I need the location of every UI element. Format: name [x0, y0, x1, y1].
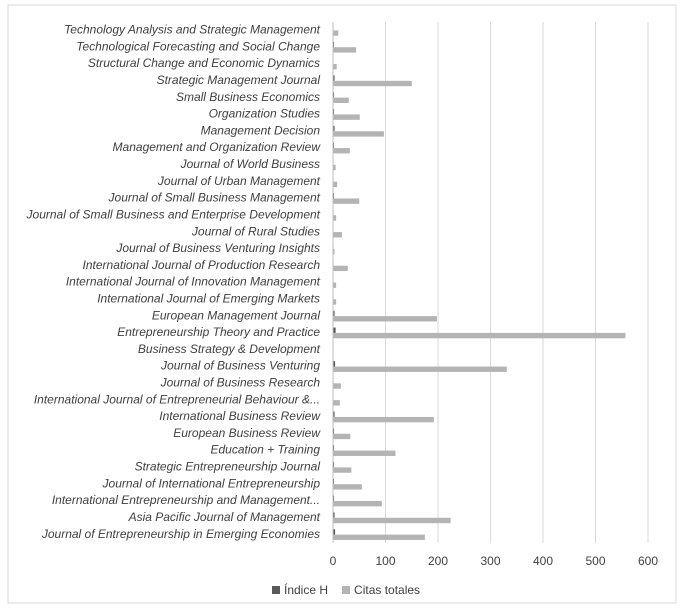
bar — [333, 478, 335, 485]
bar — [333, 361, 336, 367]
bar — [333, 433, 351, 440]
y-tick-label: European Business Review — [173, 426, 321, 440]
y-tick-label: Education + Training — [210, 443, 320, 457]
bar — [333, 164, 336, 171]
bar — [333, 215, 337, 221]
y-tick-label: International Journal of Innovation Mana… — [66, 275, 321, 289]
y-tick-label: Management Decision — [201, 123, 321, 137]
x-tick-label: 600 — [638, 554, 658, 568]
y-tick-label: International Journal of Production Rese… — [83, 258, 321, 272]
legend-swatch — [342, 586, 351, 594]
x-tick-label: 0 — [330, 554, 337, 568]
y-tick-label: Strategic Management Journal — [157, 73, 321, 87]
bar — [333, 416, 434, 423]
y-tick-label: International Entrepreneurship and Manag… — [52, 493, 320, 507]
bar — [333, 114, 360, 120]
y-tick-label: International Journal of Entrepreneurial… — [34, 392, 320, 406]
y-tick-label: European Management Journal — [152, 308, 320, 322]
y-tick-label: Journal of Rural Studies — [191, 224, 320, 238]
y-tick-label: Journal of Urban Management — [157, 174, 321, 188]
y-tick-label: Small Business Economics — [176, 90, 320, 104]
bar — [333, 484, 362, 490]
y-tick-label: Journal of Business Research — [160, 376, 321, 390]
legend-label: Citas totales — [354, 583, 420, 597]
bar — [333, 299, 337, 305]
bar — [333, 450, 396, 456]
bar — [333, 148, 350, 154]
bar — [333, 64, 337, 70]
bar — [333, 41, 335, 48]
bar — [333, 109, 335, 115]
y-tick-label: Journal of International Entrepreneurshi… — [102, 476, 321, 490]
bar — [333, 529, 336, 535]
y-tick-label: Structural Change and Economic Dynamics — [88, 56, 320, 70]
bar — [333, 75, 335, 81]
bar — [333, 332, 626, 339]
bar — [333, 445, 335, 451]
y-tick-label: Business Strategy & Development — [138, 342, 321, 356]
bar — [333, 47, 357, 53]
bar — [333, 80, 412, 87]
bar — [333, 316, 437, 322]
bar — [333, 310, 335, 317]
bar — [333, 92, 335, 98]
bar — [333, 232, 342, 238]
bar — [333, 400, 340, 406]
y-tick-label: Entrepreneurship Theory and Practice — [117, 325, 320, 339]
x-tick-label: 100 — [375, 554, 395, 568]
y-tick-label: Journal of Small Business and Enterprise… — [26, 207, 321, 221]
legend-label: Índice H — [284, 582, 328, 597]
y-tick-label: Journal of Business Venturing Insights — [115, 241, 320, 255]
y-tick-label: Asia Pacific Journal of Management — [128, 510, 321, 524]
y-tick-label: Organization Studies — [209, 107, 320, 121]
x-tick-label: 400 — [533, 554, 553, 568]
bar — [333, 366, 507, 372]
y-tick-label: Journal of Small Business Management — [108, 191, 321, 205]
legend-swatch — [272, 586, 280, 594]
bar — [333, 428, 335, 434]
bar — [333, 411, 335, 417]
y-tick-label: Journal of Entrepreneurship in Emerging … — [41, 527, 320, 541]
y-tick-label: International Business Review — [159, 409, 321, 423]
bar — [333, 500, 382, 507]
x-tick-label: 200 — [428, 554, 448, 568]
bar — [333, 383, 341, 389]
bar — [333, 461, 335, 468]
bar — [333, 512, 335, 518]
y-tick-label: Technology Analysis and Strategic Manage… — [64, 23, 321, 37]
bar — [333, 495, 335, 501]
bar — [333, 467, 352, 473]
bar — [333, 131, 384, 137]
y-tick-label: Strategic Entrepreneurship Journal — [135, 460, 321, 474]
bar — [333, 327, 336, 333]
y-tick-label: Technological Forecasting and Social Cha… — [76, 39, 320, 53]
bar — [333, 534, 425, 540]
bar — [333, 198, 360, 204]
bar — [333, 193, 335, 199]
bar — [333, 125, 335, 132]
x-tick-label: 300 — [480, 554, 500, 568]
x-tick-label: 500 — [585, 554, 605, 568]
bar — [333, 181, 338, 188]
y-tick-label: Journal of World Business — [180, 157, 320, 171]
bar — [333, 265, 348, 272]
y-tick-label: Journal of Business Venturing — [160, 359, 320, 373]
bar — [333, 248, 335, 255]
y-tick-label: International Journal of Emerging Market… — [97, 291, 320, 305]
bar — [333, 142, 335, 149]
bar — [333, 517, 451, 524]
bar — [333, 97, 349, 104]
bar — [333, 282, 337, 288]
y-tick-label: Management and Organization Review — [113, 140, 322, 154]
chart-border — [7, 4, 677, 604]
bar — [333, 30, 339, 36]
